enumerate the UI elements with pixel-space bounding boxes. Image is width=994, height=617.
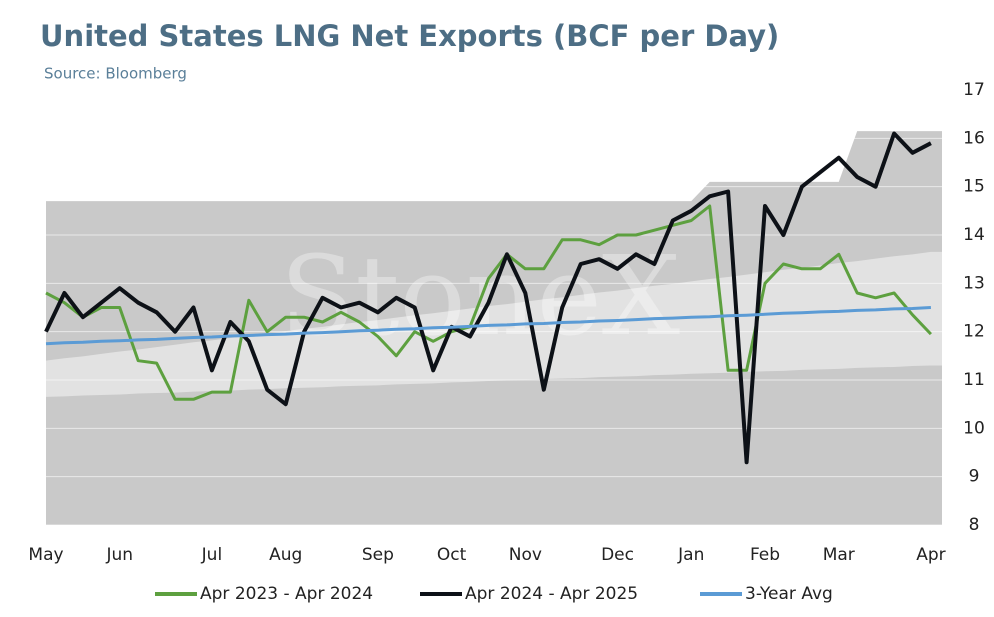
legend-label: 3-Year Avg <box>745 584 833 604</box>
series-line <box>44 131 932 465</box>
y-tick-label: 9 <box>969 467 980 487</box>
legend-item: 3-Year Avg <box>700 584 833 604</box>
x-tick-label: Jul <box>201 545 223 565</box>
y-tick-label: 10 <box>963 418 985 438</box>
x-tick-label: Mar <box>823 545 855 565</box>
y-tick-label: 11 <box>963 370 985 390</box>
x-tick-label: Sep <box>362 545 394 565</box>
x-tick-label: Nov <box>509 545 542 565</box>
x-tick-label: May <box>28 545 63 565</box>
legend-label: Apr 2024 - Apr 2025 <box>465 584 638 604</box>
series-line <box>45 306 931 346</box>
chart-title: United States LNG Net Exports (BCF per D… <box>40 19 779 53</box>
x-tick-label: Jan <box>677 545 704 565</box>
x-tick-label: Oct <box>437 545 467 565</box>
y-tick-label: 8 <box>969 515 980 535</box>
x-tick-label: Jun <box>105 545 133 565</box>
x-tick-label: Aug <box>269 545 302 565</box>
x-tick-label: Apr <box>916 545 945 565</box>
watermark: StoneX <box>280 232 680 360</box>
x-tick-label: Dec <box>601 545 634 565</box>
x-tick-label: Feb <box>750 545 780 565</box>
series-line <box>45 204 932 401</box>
y-tick-label: 15 <box>963 177 985 197</box>
legend-label: Apr 2023 - Apr 2024 <box>200 584 373 604</box>
y-tick-label: 13 <box>963 273 985 293</box>
y-tick-label: 12 <box>963 322 985 342</box>
legend-item: Apr 2024 - Apr 2025 <box>420 584 638 604</box>
y-tick-label: 17 <box>963 80 985 100</box>
chart-subtitle: Source: Bloomberg <box>44 65 187 83</box>
y-tick-label: 16 <box>963 128 985 148</box>
legend-item: Apr 2023 - Apr 2024 <box>155 584 373 604</box>
y-tick-label: 14 <box>963 225 985 245</box>
